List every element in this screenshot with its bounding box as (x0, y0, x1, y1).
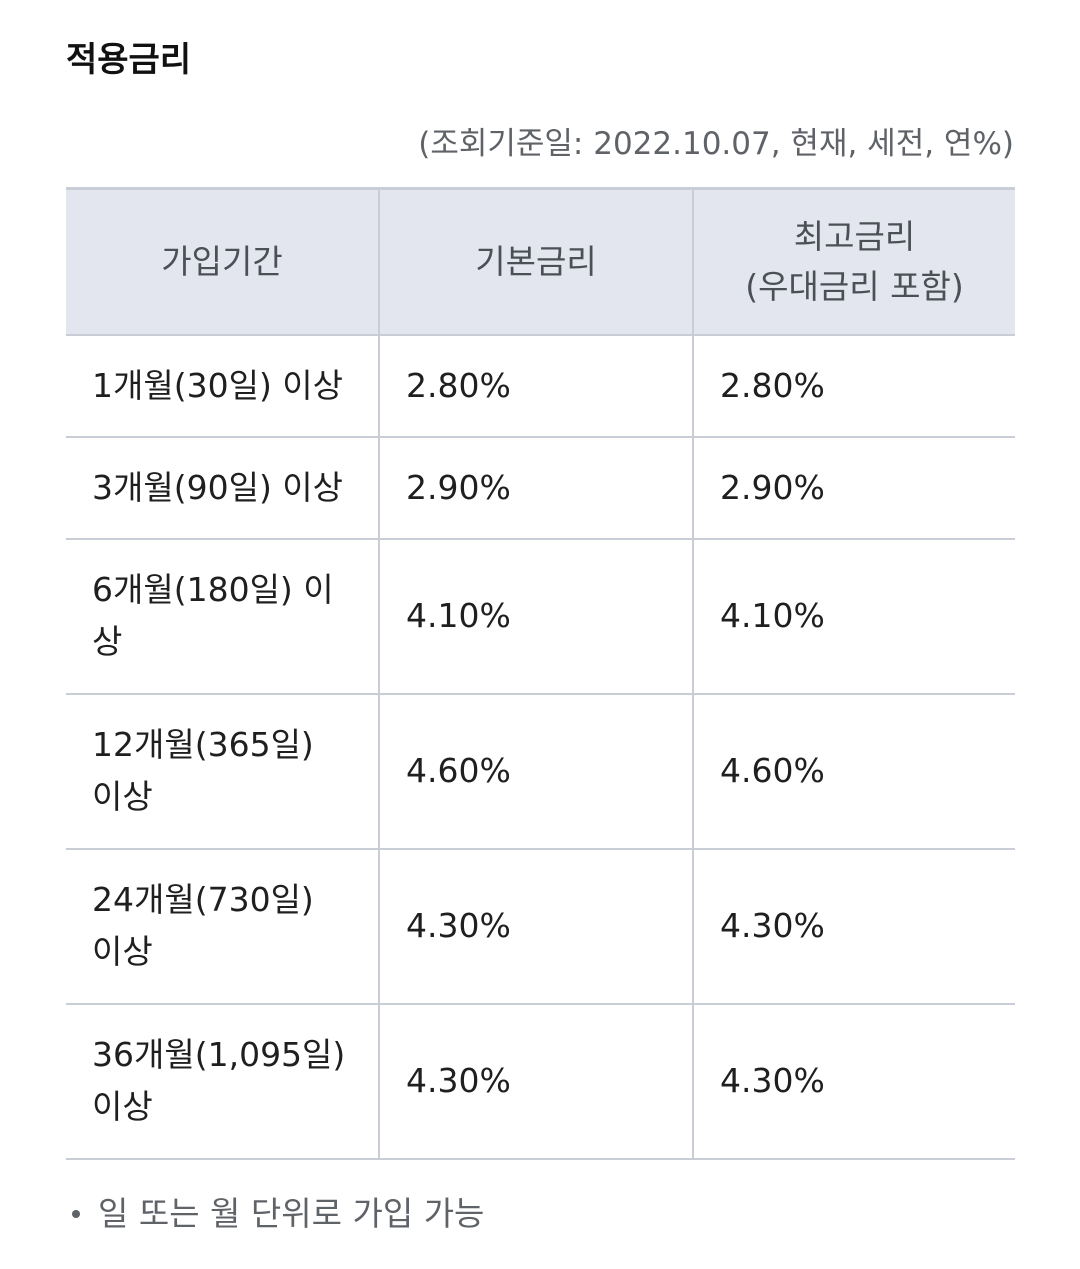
footnote-text: 일 또는 월 단위로 가입 가능 (98, 1194, 485, 1233)
row-base-rate: 4.30% (378, 1003, 693, 1160)
row-max-rate: 4.10% (692, 538, 1015, 695)
row-period: 3개월(90일) 이상 (66, 436, 379, 540)
row-max-rate: 4.30% (692, 848, 1015, 1005)
header-max-rate: 최고금리 (우대금리 포함) (692, 187, 1015, 336)
header-max-rate-label: 최고금리 (793, 216, 916, 256)
header-period: 가입기간 (66, 187, 379, 336)
header-base-rate: 기본금리 (378, 187, 693, 336)
bullet-icon (72, 1210, 80, 1218)
table-row: 3개월(90일) 이상 2.90% 2.90% (66, 436, 1015, 540)
row-base-rate: 2.90% (378, 436, 693, 540)
row-base-rate: 4.60% (378, 693, 693, 850)
row-period: 36개월(1,095일) 이상 (66, 1003, 379, 1160)
row-max-rate: 2.80% (692, 334, 1015, 438)
reference-date-note: (조회기준일: 2022.10.07, 현재, 세전, 연%) (418, 126, 1014, 162)
row-max-rate: 2.90% (692, 436, 1015, 540)
row-period: 24개월(730일) 이상 (66, 848, 379, 1005)
row-period: 6개월(180일) 이상 (66, 538, 379, 695)
row-period: 1개월(30일) 이상 (66, 334, 379, 438)
table-row: 12개월(365일) 이상 4.60% 4.60% (66, 693, 1015, 850)
row-max-rate: 4.30% (692, 1003, 1015, 1160)
row-base-rate: 4.30% (378, 848, 693, 1005)
interest-rate-table: 가입기간 기본금리 최고금리 (우대금리 포함) 1개월(30일) 이상 2.8… (66, 187, 1015, 1160)
header-max-rate-sublabel: (우대금리 포함) (745, 266, 964, 306)
table-row: 1개월(30일) 이상 2.80% 2.80% (66, 334, 1015, 438)
section-title: 적용금리 (66, 40, 192, 80)
row-max-rate: 4.60% (692, 693, 1015, 850)
row-base-rate: 4.10% (378, 538, 693, 695)
row-base-rate: 2.80% (378, 334, 693, 438)
table-row: 36개월(1,095일) 이상 4.30% 4.30% (66, 1003, 1015, 1160)
row-period: 12개월(365일) 이상 (66, 693, 379, 850)
table-header-row: 가입기간 기본금리 최고금리 (우대금리 포함) (66, 187, 1015, 336)
table-row: 6개월(180일) 이상 4.10% 4.10% (66, 538, 1015, 695)
table-row: 24개월(730일) 이상 4.30% 4.30% (66, 848, 1015, 1005)
footnote: 일 또는 월 단위로 가입 가능 (66, 1190, 484, 1238)
